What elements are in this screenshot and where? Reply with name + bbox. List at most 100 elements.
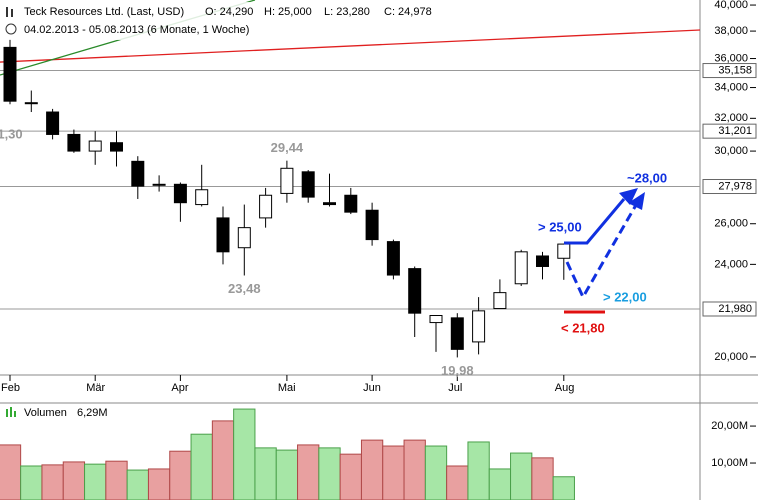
level-label: 35,158 xyxy=(718,64,752,76)
volume-bar xyxy=(382,445,405,500)
volume-value: 6,29M xyxy=(77,407,108,419)
volume-bar xyxy=(41,464,64,500)
volume-bar xyxy=(467,441,490,500)
candle-body xyxy=(152,183,166,186)
candle-body xyxy=(536,255,549,267)
x-tick-label: Mär xyxy=(86,382,105,394)
x-tick-label: Aug xyxy=(555,382,575,394)
y-tick-label: 34,000 xyxy=(714,81,748,93)
y-tick-label: 10,00M xyxy=(711,457,748,469)
level-label: 31,201 xyxy=(718,125,752,137)
clock-icon xyxy=(5,23,17,35)
candle-body xyxy=(46,111,60,135)
volume-bar xyxy=(233,408,256,500)
header-title: Teck Resources Ltd. (Last, USD) xyxy=(24,6,184,18)
volume-bar xyxy=(297,444,320,500)
volume-bar xyxy=(446,465,469,500)
candle-body xyxy=(323,202,336,206)
header-icon xyxy=(6,7,13,17)
candle-body xyxy=(195,189,209,206)
header-bg xyxy=(0,2,360,40)
candle-body xyxy=(3,46,17,102)
candle-body xyxy=(24,102,38,105)
y-tick-label: 20,000 xyxy=(714,351,748,363)
level-box xyxy=(702,123,757,139)
candle-body xyxy=(110,142,123,152)
candle-body xyxy=(557,243,571,259)
volume-bar xyxy=(190,433,213,500)
volume-bar xyxy=(147,468,171,500)
candle-body xyxy=(88,140,102,152)
volume-bar xyxy=(360,439,384,500)
level-label: 21,980 xyxy=(718,303,752,315)
forecast-label: ~28,00 xyxy=(627,170,667,185)
x-tick-label: Jun xyxy=(363,382,381,394)
volume-bar xyxy=(275,449,299,500)
volume-bar xyxy=(254,447,277,500)
volume-bar xyxy=(510,452,533,500)
candle-body xyxy=(67,133,81,152)
y-tick-label: 36,000 xyxy=(714,52,748,64)
candle-body xyxy=(386,241,400,276)
price-annotation: 1,30 xyxy=(0,126,23,141)
y-tick-label: 20,00M xyxy=(711,420,748,432)
candle-body xyxy=(237,227,251,249)
volume-bar xyxy=(62,461,86,500)
volume-bar xyxy=(488,468,512,500)
header-close: C: 24,978 xyxy=(384,6,432,18)
candle-body xyxy=(429,315,443,324)
x-tick-label: Jul xyxy=(448,382,462,394)
level-label: 27,978 xyxy=(718,180,752,192)
header-low: L: 23,280 xyxy=(324,6,370,18)
candle-body xyxy=(280,167,294,194)
volume-bar xyxy=(169,450,192,500)
candle-body xyxy=(301,171,315,198)
volume-bar xyxy=(339,453,362,500)
y-tick-label: 30,000 xyxy=(714,145,748,157)
volume-bar xyxy=(552,476,575,500)
price-annotation: 19,98 xyxy=(441,363,474,378)
header-high: H: 25,000 xyxy=(264,6,312,18)
volume-bar xyxy=(211,420,235,500)
forecast-arrows xyxy=(564,188,645,314)
forecast-label: > 25,00 xyxy=(538,219,582,234)
volume-icon xyxy=(6,407,16,417)
candle-body xyxy=(131,160,145,187)
volume-bar xyxy=(105,460,128,500)
volume-title: Volumen xyxy=(24,407,67,419)
candle-body xyxy=(450,317,464,350)
level-box xyxy=(702,63,757,79)
y-tick-label: 24,000 xyxy=(714,258,748,270)
candle-body xyxy=(408,268,422,314)
header-period: 04.02.2013 - 05.08.2013 (6 Monate, 1 Woc… xyxy=(24,24,249,36)
volume-bar xyxy=(424,445,448,500)
y-tick-label: 26,000 xyxy=(714,218,748,230)
x-tick-label: Apr xyxy=(171,382,188,394)
trend-line xyxy=(0,29,700,63)
y-tick-label: 40,000 xyxy=(714,0,748,11)
x-tick-label: Feb xyxy=(1,382,20,394)
candle-body xyxy=(514,251,528,285)
candle-body xyxy=(365,209,379,241)
y-tick-label: 38,000 xyxy=(714,25,748,37)
volume-bar xyxy=(318,447,341,500)
candle-body xyxy=(173,183,187,204)
volume-bar xyxy=(126,469,149,500)
price-annotation: 29,44 xyxy=(271,140,304,155)
forecast-label: < 21,80 xyxy=(561,320,605,335)
level-box xyxy=(702,301,757,317)
x-tick-label: Mai xyxy=(278,382,296,394)
candle-body xyxy=(493,292,507,310)
header-open: O: 24,290 xyxy=(205,6,253,18)
volume-bar xyxy=(403,439,426,500)
volume-bar xyxy=(531,457,554,500)
candle-body xyxy=(344,194,358,213)
candle-body xyxy=(216,217,230,253)
candle-body xyxy=(259,194,273,219)
volume-bar xyxy=(0,444,22,500)
y-tick-label: 32,000 xyxy=(714,112,748,124)
volume-bar xyxy=(20,465,43,500)
candle-body xyxy=(472,310,486,343)
